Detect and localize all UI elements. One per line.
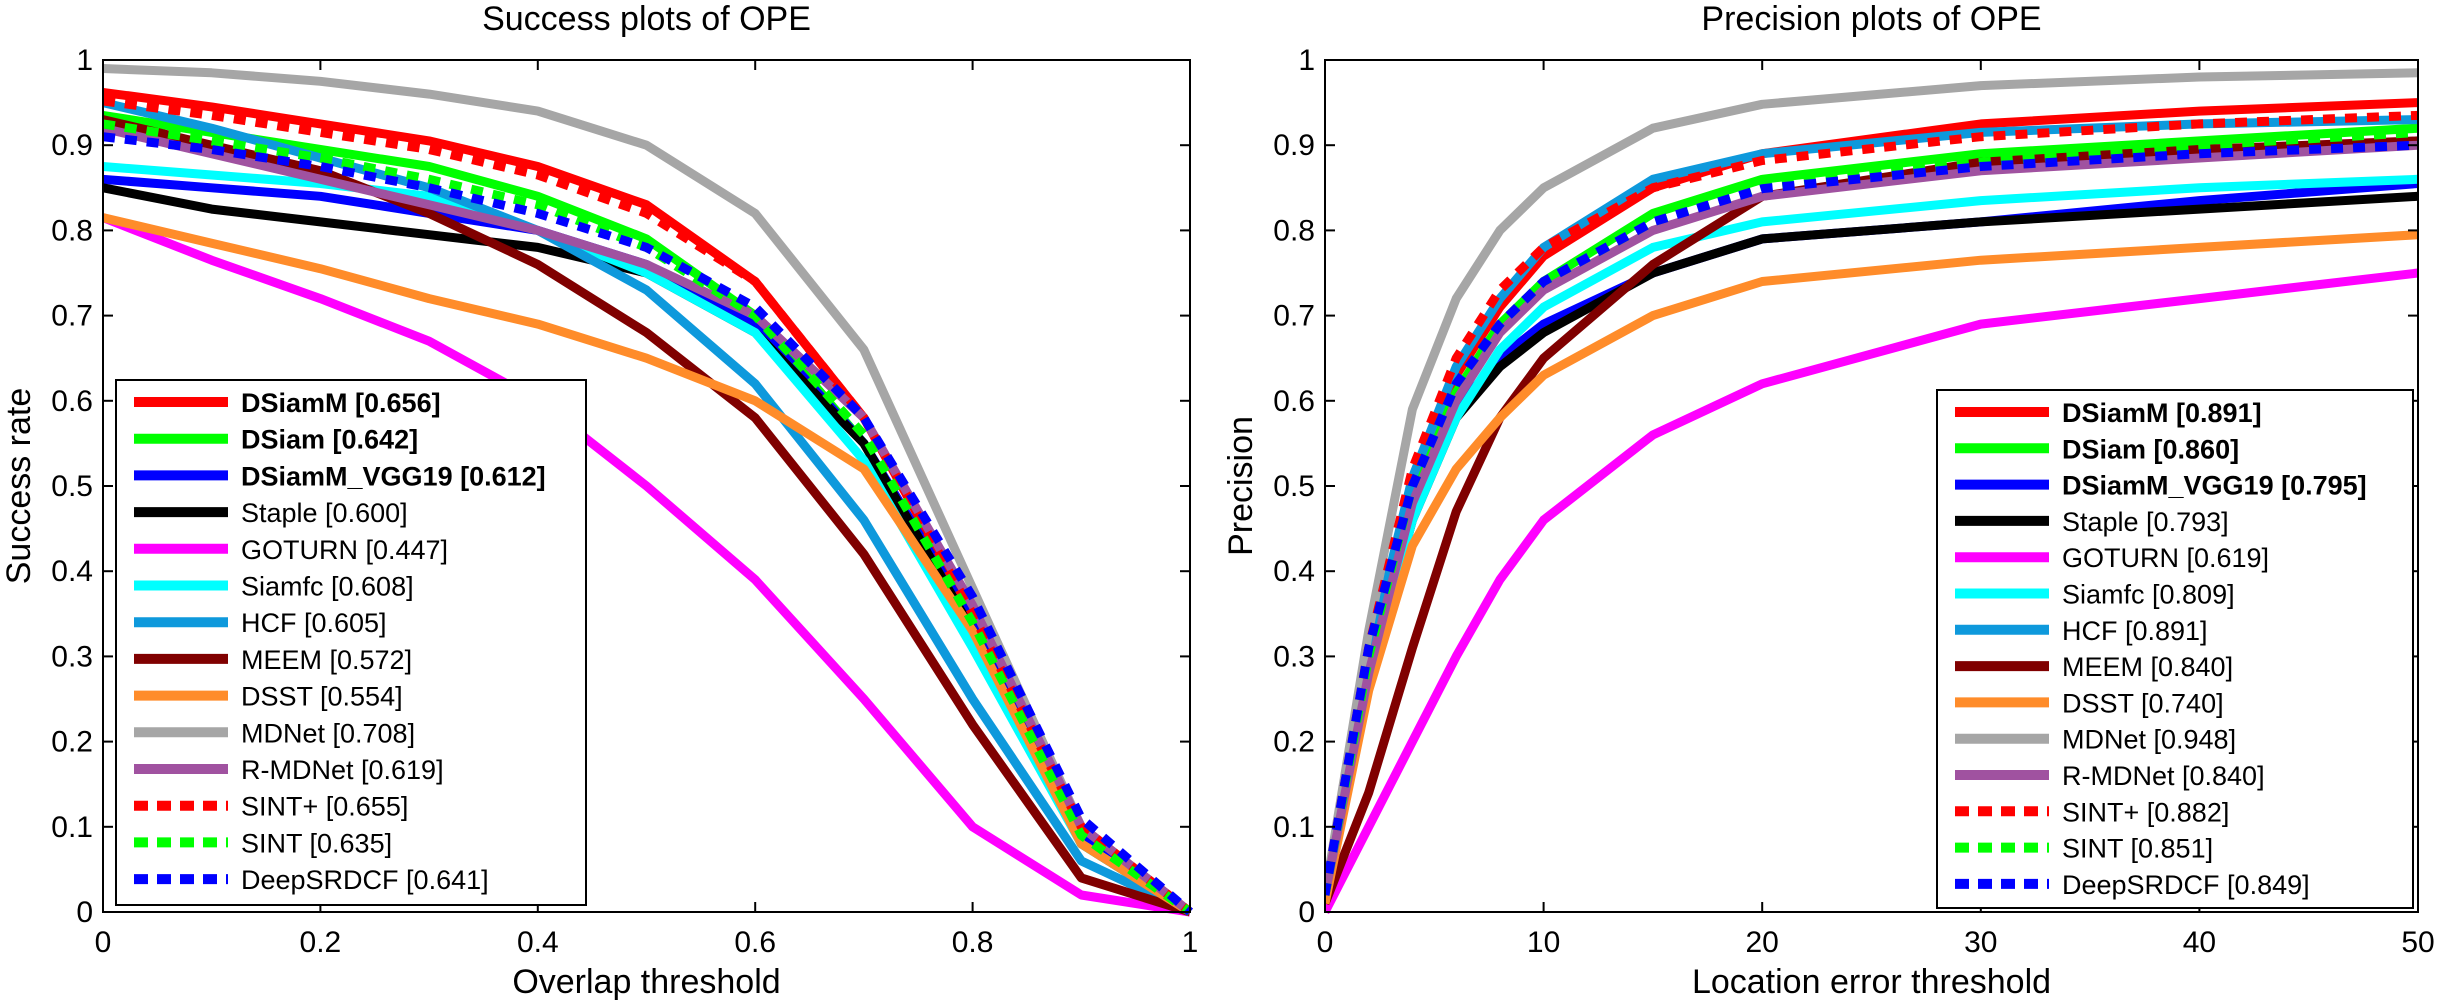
y-tick-label: 0.8 bbox=[51, 214, 93, 247]
y-tick-label: 0.1 bbox=[1273, 811, 1315, 844]
x-tick-label: 1 bbox=[1182, 926, 1199, 959]
legend-entry: Siamfc [0.809] bbox=[2062, 580, 2235, 610]
y-tick-label: 0.6 bbox=[51, 385, 93, 418]
legend-entry: MEEM [0.572] bbox=[241, 645, 412, 675]
legend-entry: Staple [0.793] bbox=[2062, 507, 2229, 537]
series-line-mdnet bbox=[1325, 68, 2419, 896]
x-tick-label: 50 bbox=[2401, 926, 2434, 959]
legend: DSiamM [0.891] DSiam [0.860] DSiamM_VGG19 … bbox=[1936, 389, 2414, 909]
y-tick-label: 0.9 bbox=[1273, 129, 1315, 162]
y-tick-label: 0.6 bbox=[1273, 385, 1315, 418]
legend-entry: MEEM [0.840] bbox=[2062, 652, 2233, 682]
legend-entry: DSiamM [0.891] bbox=[2062, 398, 2262, 428]
y-tick-label: 0.2 bbox=[51, 726, 93, 759]
series-lines bbox=[1325, 68, 2419, 915]
x-tick-label: 20 bbox=[1746, 926, 1779, 959]
y-tick-label: 1 bbox=[1298, 44, 1315, 77]
legend: DSiamM [0.656] DSiam [0.642] DSiamM_VGG19 … bbox=[115, 379, 587, 906]
legend-entry: DSiamM [0.656] bbox=[241, 388, 441, 418]
x-tick-label: 40 bbox=[2183, 926, 2216, 959]
chart-title: Success plots of OPE bbox=[482, 0, 811, 38]
legend-entry: GOTURN [0.447] bbox=[241, 535, 448, 565]
y-tick-label: 0 bbox=[1298, 896, 1315, 929]
y-tick-label: 0.3 bbox=[51, 640, 93, 673]
legend-entry: DeepSRDCF [0.849] bbox=[2062, 870, 2310, 900]
series-line-deepsrdcf bbox=[1325, 140, 2419, 896]
x-tick-label: 0.4 bbox=[517, 926, 559, 959]
series-line-dsst bbox=[1325, 230, 2419, 905]
x-tick-label: 0 bbox=[1317, 926, 1334, 959]
y-tick-label: 0.3 bbox=[1273, 640, 1315, 673]
series-line-goturn bbox=[103, 213, 1191, 917]
x-tick-label: 0.6 bbox=[734, 926, 776, 959]
series-line-goturn bbox=[1325, 268, 2419, 915]
x-tick-label: 0.8 bbox=[952, 926, 994, 959]
y-tick-label: 1 bbox=[76, 44, 93, 77]
y-axis-label: Precision bbox=[1222, 416, 1260, 556]
y-tick-label: 0.1 bbox=[51, 811, 93, 844]
legend-entry: Siamfc [0.608] bbox=[241, 572, 414, 602]
y-tick-label: 0 bbox=[76, 896, 93, 929]
y-tick-label: 0.4 bbox=[51, 555, 93, 588]
legend-entry: HCF [0.891] bbox=[2062, 616, 2208, 646]
series-line-hcf bbox=[1325, 115, 2419, 896]
y-axis-label: Success rate bbox=[0, 388, 38, 585]
legend-entry: DSiamM_VGG19 [0.795] bbox=[2062, 471, 2367, 501]
legend-entry: SINT+ [0.655] bbox=[241, 792, 408, 822]
x-tick-label: 0 bbox=[95, 926, 112, 959]
legend-entry: SINT [0.635] bbox=[241, 828, 392, 858]
y-tick-label: 0.7 bbox=[51, 300, 93, 333]
y-tick-label: 0.7 bbox=[1273, 300, 1315, 333]
x-tick-label: 10 bbox=[1527, 926, 1560, 959]
series-lines bbox=[103, 64, 1193, 917]
legend-entry: DSST [0.554] bbox=[241, 682, 403, 712]
y-tick-label: 0.8 bbox=[1273, 214, 1315, 247]
series-line-deepsrdcf bbox=[103, 132, 1193, 916]
x-axis-label: Location error threshold bbox=[1692, 963, 2051, 1001]
y-tick-label: 0.9 bbox=[51, 129, 93, 162]
legend-entry: SINT+ [0.882] bbox=[2062, 797, 2229, 827]
legend-entry: SINT [0.851] bbox=[2062, 834, 2213, 864]
legend-entry: HCF [0.605] bbox=[241, 608, 387, 638]
legend-entry: DeepSRDCF [0.641] bbox=[241, 865, 489, 895]
y-tick-label: 0.4 bbox=[1273, 555, 1315, 588]
legend-entry: DSiam [0.860] bbox=[2062, 434, 2239, 464]
legend-entry: DSiamM_VGG19 [0.612] bbox=[241, 461, 546, 491]
legend-entry: R-MDNet [0.840] bbox=[2062, 761, 2265, 791]
chart-panel-2: 0 10 20 30 40 50 0 0.1 0.2 0.3 0.4 0.5 0.6 0.7 0.8 0.9 1… bbox=[1222, 0, 2435, 1001]
legend-entry: DSiam [0.642] bbox=[241, 425, 418, 455]
x-tick-label: 0.2 bbox=[300, 926, 342, 959]
y-tick-label: 0.5 bbox=[1273, 470, 1315, 503]
legend-entry: GOTURN [0.619] bbox=[2062, 543, 2269, 573]
legend-entry: MDNet [0.948] bbox=[2062, 725, 2236, 755]
y-tick-label: 0.5 bbox=[51, 470, 93, 503]
legend-entry: MDNet [0.708] bbox=[241, 718, 415, 748]
series-line-siamfc bbox=[103, 162, 1193, 916]
legend-entry: R-MDNet [0.619] bbox=[241, 755, 444, 785]
series-line-sint- bbox=[103, 96, 1193, 916]
chart-title: Precision plots of OPE bbox=[1701, 0, 2041, 38]
series-line-r-mdnet bbox=[103, 123, 1193, 916]
x-axis-label: Overlap threshold bbox=[512, 963, 780, 1001]
legend-entry: DSST [0.740] bbox=[2062, 688, 2224, 718]
x-tick-label: 30 bbox=[1964, 926, 1997, 959]
legend-entry: Staple [0.600] bbox=[241, 498, 408, 528]
chart-panel-1: 0 0.2 0.4 0.6 0.8 1 0 0.1 0.2 0.3 0.4 0.5 0.6 0.7 0.8 0… bbox=[0, 0, 1198, 1001]
y-tick-label: 0.2 bbox=[1273, 726, 1315, 759]
